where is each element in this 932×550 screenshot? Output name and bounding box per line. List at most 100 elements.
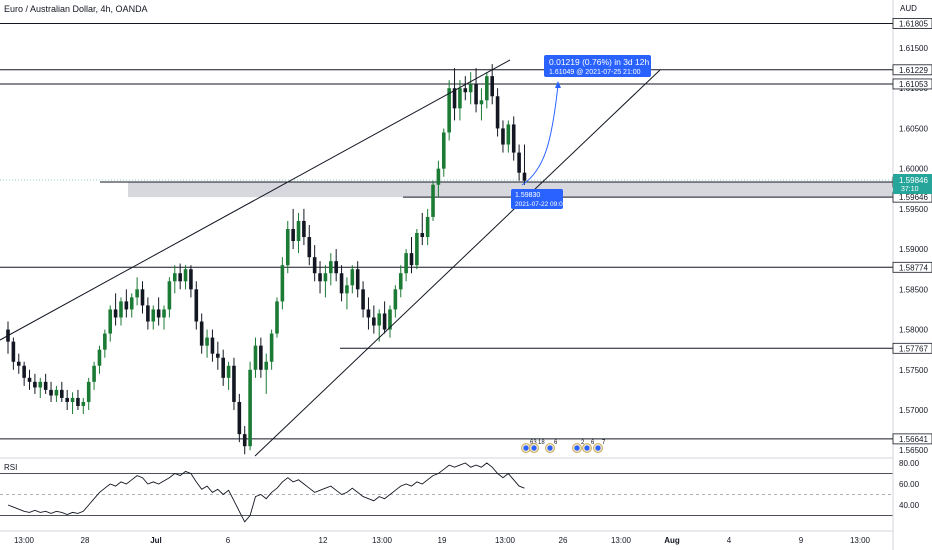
candle-body[interactable] — [60, 389, 64, 398]
candle-body[interactable] — [490, 76, 494, 97]
candle-body[interactable] — [415, 233, 419, 266]
candle-body[interactable] — [334, 261, 338, 274]
candle-body[interactable] — [361, 289, 365, 310]
measure-badge[interactable] — [544, 55, 651, 77]
candle-body[interactable] — [194, 289, 199, 322]
candle-body[interactable] — [275, 301, 279, 334]
candle-body[interactable] — [237, 401, 242, 435]
candle-body[interactable] — [38, 381, 43, 388]
candle-body[interactable] — [92, 365, 96, 382]
candle-body[interactable] — [517, 152, 521, 173]
candle-body[interactable] — [124, 301, 129, 310]
candle-body[interactable] — [248, 369, 252, 447]
candle-body[interactable] — [479, 100, 484, 105]
candle-body[interactable] — [140, 289, 145, 306]
candle-body[interactable] — [372, 317, 376, 326]
candle-body[interactable] — [135, 289, 139, 298]
candle-body[interactable] — [318, 273, 322, 282]
candle-body[interactable] — [355, 269, 360, 290]
candle-body[interactable] — [420, 233, 425, 238]
candle-body[interactable] — [280, 265, 285, 302]
candle-body[interactable] — [65, 397, 69, 402]
candle-body[interactable] — [468, 84, 473, 93]
candle-body[interactable] — [291, 229, 295, 242]
candle-body[interactable] — [350, 269, 355, 286]
candle-body[interactable] — [285, 229, 290, 266]
candle-body[interactable] — [183, 269, 188, 282]
candle-body[interactable] — [178, 273, 182, 282]
candle-body[interactable] — [221, 357, 225, 378]
candle-body[interactable] — [404, 253, 408, 274]
candle-body[interactable] — [253, 345, 258, 370]
candle-body[interactable] — [33, 381, 37, 388]
candle-body[interactable] — [307, 237, 312, 258]
candle-body[interactable] — [269, 333, 274, 362]
candle-body[interactable] — [54, 389, 59, 396]
candle-body[interactable] — [97, 349, 102, 366]
candle-body[interactable] — [103, 333, 107, 350]
candle-body[interactable] — [113, 309, 118, 318]
candle-body[interactable] — [366, 309, 371, 318]
candle-body[interactable] — [377, 313, 382, 326]
candle-body[interactable] — [70, 397, 75, 402]
candle-body[interactable] — [506, 124, 511, 145]
candle-body[interactable] — [522, 172, 527, 181]
projection-curve[interactable] — [521, 84, 559, 186]
candle-body[interactable] — [452, 88, 457, 109]
candle-body[interactable] — [119, 301, 123, 318]
candle-body[interactable] — [323, 273, 328, 282]
rsi-line[interactable] — [7, 462, 525, 523]
candle-body[interactable] — [425, 216, 430, 238]
candle-body[interactable] — [216, 353, 220, 358]
candle-body[interactable] — [205, 337, 209, 346]
candle-body[interactable] — [398, 273, 403, 290]
lower-trendline[interactable] — [254, 69, 661, 457]
candle-body[interactable] — [162, 309, 166, 318]
candle-body[interactable] — [501, 128, 505, 145]
candle-body[interactable] — [129, 297, 134, 310]
candle-body[interactable] — [167, 281, 172, 310]
candle-body[interactable] — [329, 261, 333, 274]
candle-body[interactable] — [76, 397, 80, 406]
candle-body[interactable] — [302, 220, 306, 238]
candle-body[interactable] — [151, 309, 156, 322]
candle-body[interactable] — [431, 184, 435, 217]
candle-body[interactable] — [447, 88, 451, 133]
candle-body[interactable] — [108, 309, 113, 334]
candle-body[interactable] — [511, 124, 516, 153]
upper-trendline[interactable] — [0, 59, 511, 341]
candle-body[interactable] — [43, 381, 48, 390]
support-zone[interactable] — [128, 182, 893, 198]
candle-body[interactable] — [210, 337, 215, 354]
candle-body[interactable] — [264, 361, 269, 370]
candle-body[interactable] — [16, 361, 21, 366]
candle-body[interactable] — [242, 434, 247, 447]
candle-body[interactable] — [312, 257, 317, 274]
candle-body[interactable] — [22, 365, 26, 378]
candle-body[interactable] — [495, 96, 500, 129]
candle-body[interactable] — [189, 269, 193, 290]
origin-badge[interactable] — [511, 189, 563, 209]
candle-body[interactable] — [485, 76, 489, 101]
candle-body[interactable] — [11, 341, 16, 362]
candle-body[interactable] — [296, 220, 301, 242]
candle-body[interactable] — [81, 401, 86, 406]
candle-body[interactable] — [49, 389, 53, 396]
candle-body[interactable] — [146, 305, 150, 322]
candle-body[interactable] — [232, 365, 236, 402]
candle-body[interactable] — [345, 285, 349, 294]
candle-body[interactable] — [458, 88, 462, 109]
candle-body[interactable] — [409, 253, 414, 266]
candle-body[interactable] — [259, 345, 263, 370]
candle-body[interactable] — [86, 381, 91, 402]
candle-body[interactable] — [436, 168, 441, 185]
candle-body[interactable] — [441, 132, 446, 169]
candle-body[interactable] — [226, 365, 231, 378]
candle-body[interactable] — [339, 273, 344, 294]
candle-body[interactable] — [388, 309, 392, 330]
candle-body[interactable] — [156, 309, 161, 318]
candle-body[interactable] — [393, 289, 398, 310]
candle-body[interactable] — [172, 273, 177, 282]
candle-body[interactable] — [382, 313, 387, 330]
